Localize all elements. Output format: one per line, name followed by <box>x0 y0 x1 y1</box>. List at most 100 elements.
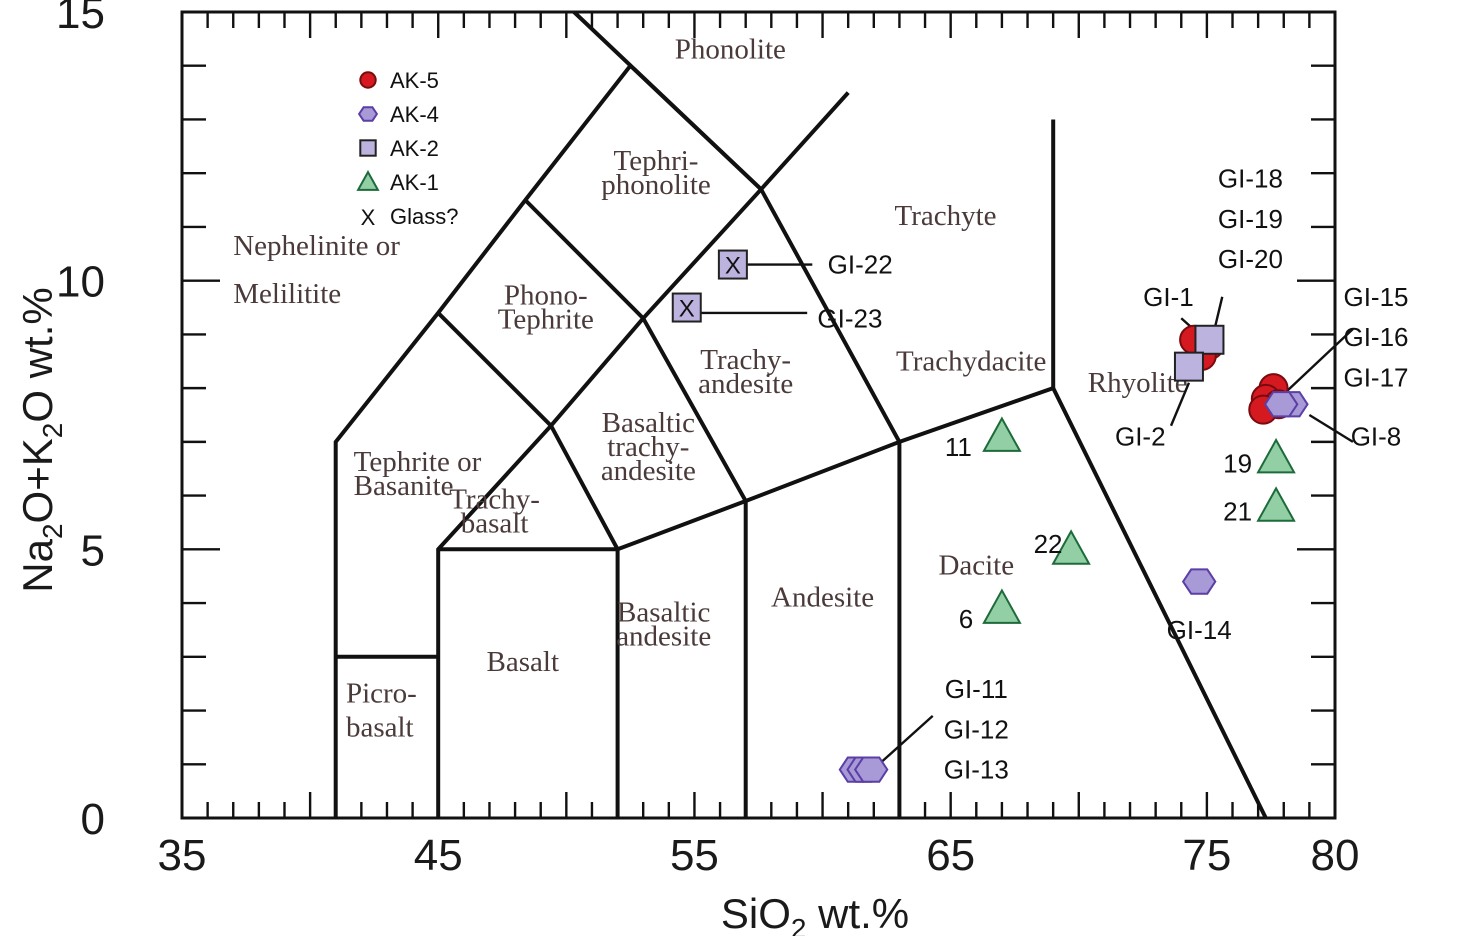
x-tick-label: 55 <box>670 831 719 880</box>
legend-symbol-ak-1 <box>356 170 380 191</box>
field-label-trachybasalt: Trachy- <box>449 484 540 516</box>
legend-label: AK-4 <box>390 102 439 127</box>
point-ak-4 <box>1181 568 1217 595</box>
annotation-label: GI-22 <box>828 250 893 280</box>
field-label-phonolite: Phonolite <box>675 34 786 66</box>
field-labels: Phonolite Tephri-phonolite Trachyte Nepheli… <box>233 34 1187 744</box>
x-tick-label: 45 <box>414 831 463 880</box>
y-tick-label: 10 <box>56 258 105 307</box>
annotation-label: GI-15 <box>1343 282 1408 312</box>
data-points: XX <box>671 249 1309 783</box>
annotation-label: GI-1 <box>1143 282 1194 312</box>
field-label-andesite: Andesite <box>771 582 874 614</box>
leader-line <box>1169 382 1191 427</box>
plot-frame <box>180 10 1337 820</box>
annotation-label: GI-16 <box>1343 322 1408 352</box>
field-label-basaltic-trachyandesite: trachy- <box>607 431 689 463</box>
field-label-trachybasalt: basalt <box>461 508 529 540</box>
annotation-label: GI-12 <box>944 714 1009 744</box>
field-label-tephriphonolite: Tephri- <box>614 145 699 177</box>
annotation-label: GI-19 <box>1218 204 1283 234</box>
field-label-basaltic-andesite: andesite <box>616 621 711 653</box>
point-ak-2 <box>1173 351 1204 382</box>
legend: AK-5 AK-4 AK-2 AK-1 X Glass? <box>356 68 458 230</box>
x-tick-label: 80 <box>1311 831 1360 880</box>
leader-line <box>1277 328 1354 400</box>
x-tick-label: 65 <box>926 831 975 880</box>
field-boundary <box>523 198 748 818</box>
annotation-label: GI-2 <box>1115 421 1166 451</box>
point-ak-2 <box>1194 324 1225 355</box>
field-boundary <box>438 385 1268 819</box>
glass-marker: X <box>679 296 695 323</box>
field-label-tephrite: Basanite <box>354 470 454 502</box>
leader-lines <box>694 263 1354 766</box>
annotation-label: 6 <box>959 604 973 634</box>
annotation-label: GI-18 <box>1218 164 1283 194</box>
legend-label: AK-2 <box>390 136 439 161</box>
field-label-basalt: Basalt <box>487 646 560 678</box>
point-ak-1 <box>1256 437 1296 474</box>
glass-marker: X <box>725 253 741 280</box>
point-ak-2 <box>717 249 748 280</box>
point-ak-1 <box>1051 529 1091 565</box>
field-boundary <box>436 311 620 818</box>
legend-label: AK-5 <box>390 68 439 93</box>
field-label-phonotephrite: Tephrite <box>498 304 594 336</box>
annotation-label: GI-14 <box>1167 615 1232 645</box>
annotation-label: 19 <box>1223 448 1252 478</box>
legend-symbol-ak-5 <box>359 71 377 89</box>
field-label-tephriphonolite: phonolite <box>601 169 711 201</box>
point-annotations: GI-22 GI-23 GI-18 GI-19 GI-20 GI-1 GI-2 GI-15 GI… <box>817 164 1408 785</box>
annotation-label: GI-17 <box>1343 362 1408 392</box>
point-ak-2 <box>671 292 702 323</box>
leader-line <box>878 715 934 766</box>
y-tick-label: 0 <box>81 795 105 844</box>
field-label-basaltic-andesite: Basaltic <box>617 597 710 629</box>
field-label-trachyandesite: andesite <box>698 368 793 400</box>
annotation-label: GI-20 <box>1218 244 1283 274</box>
field-label-picrobasalt: Picro- <box>346 678 417 710</box>
annotation-label: 21 <box>1223 497 1252 527</box>
legend-symbol-glass: X <box>361 205 376 230</box>
point-ak-1 <box>982 416 1022 452</box>
x-tick-label: 35 <box>158 831 207 880</box>
x-axis-title: SiO2 wt.% <box>721 890 909 936</box>
annotation-label: GI-13 <box>944 755 1009 785</box>
field-boundaries <box>333 10 1268 819</box>
plot-border <box>180 10 1337 820</box>
annotation-label: GI-23 <box>817 303 882 333</box>
field-label-trachyandesite: Trachy- <box>700 344 791 376</box>
y-axis-title: Na2O+K2O wt.% <box>14 287 68 592</box>
legend-label: Glass? <box>390 204 458 229</box>
point-ak-1 <box>1256 486 1296 522</box>
field-label-rhyolite: Rhyolite <box>1088 367 1188 399</box>
annotation-label: GI-11 <box>945 674 1008 704</box>
field-label-basaltic-trachyandesite: andesite <box>601 455 696 487</box>
legend-symbol-ak-4 <box>357 106 379 122</box>
point-ak-4 <box>853 756 889 783</box>
field-label-nephelinite: Nephelinite or <box>233 230 400 262</box>
annotation-label: GI-8 <box>1351 421 1402 451</box>
point-ak-4 <box>1263 391 1299 418</box>
legend-symbol-ak-2 <box>359 139 377 157</box>
point-ak-1 <box>982 588 1022 624</box>
leader-line <box>1308 413 1354 443</box>
annotation-label: 11 <box>945 432 972 462</box>
field-label-trachydacite: Trachydacite <box>896 345 1046 377</box>
field-label-picrobasalt: basalt <box>346 712 414 744</box>
y-tick-label: 15 <box>56 0 105 38</box>
axis-tick-labels: 35 45 55 65 75 80 0 5 10 15 <box>56 0 1359 880</box>
annotation-label: 22 <box>1034 529 1063 559</box>
field-label-phonotephrite: Phono- <box>504 280 588 312</box>
x-tick-label: 75 <box>1182 831 1231 880</box>
field-label-nephelinite: Melilitite <box>233 278 341 310</box>
y-tick-label: 5 <box>81 526 105 575</box>
field-label-tephrite: Tephrite or <box>354 446 482 478</box>
field-label-trachyte: Trachyte <box>895 200 997 232</box>
field-label-basaltic-trachyandesite: Basaltic <box>602 407 695 439</box>
field-label-dacite: Dacite <box>938 549 1014 581</box>
legend-label: AK-1 <box>390 170 439 195</box>
field-boundary <box>572 10 902 818</box>
